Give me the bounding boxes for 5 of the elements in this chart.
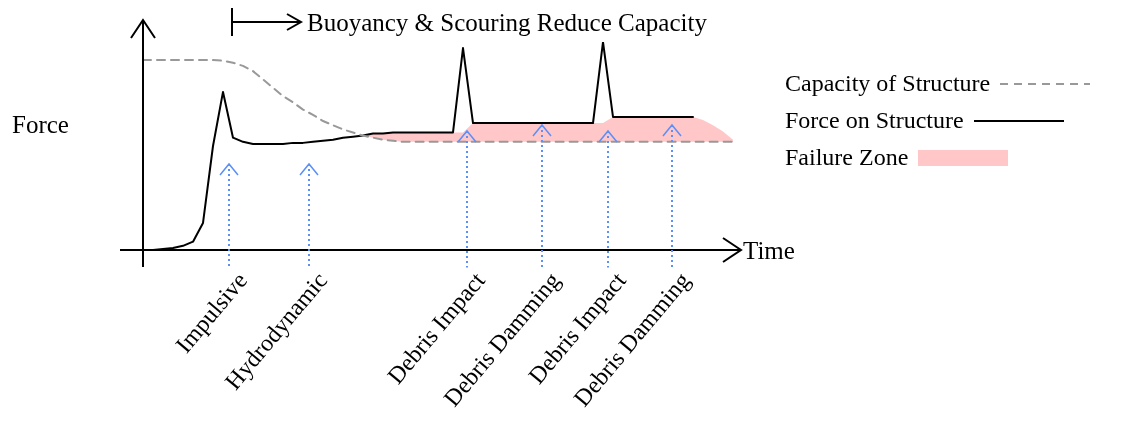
x-axis-title: Time xyxy=(743,237,795,264)
legend-label: Force on Structure xyxy=(785,107,964,134)
legend-label: Capacity of Structure xyxy=(785,70,991,97)
legend-label: Failure Zone xyxy=(785,144,909,171)
y-axis-title: Force xyxy=(12,111,69,138)
